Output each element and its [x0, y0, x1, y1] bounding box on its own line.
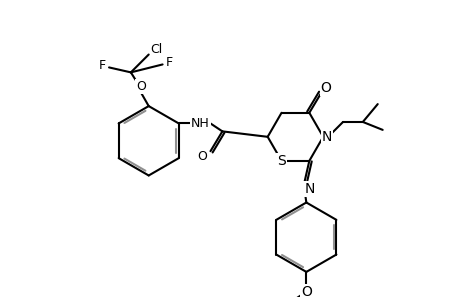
Text: N: N — [321, 130, 331, 144]
Text: NH: NH — [191, 117, 209, 130]
Text: O: O — [300, 285, 311, 299]
Text: N: N — [303, 182, 314, 196]
Text: F: F — [166, 56, 173, 69]
Text: O: O — [197, 150, 207, 163]
Text: S: S — [277, 154, 285, 168]
Text: O: O — [320, 81, 331, 95]
Text: F: F — [98, 59, 106, 72]
Text: O: O — [135, 80, 146, 93]
Text: Cl: Cl — [150, 43, 162, 56]
